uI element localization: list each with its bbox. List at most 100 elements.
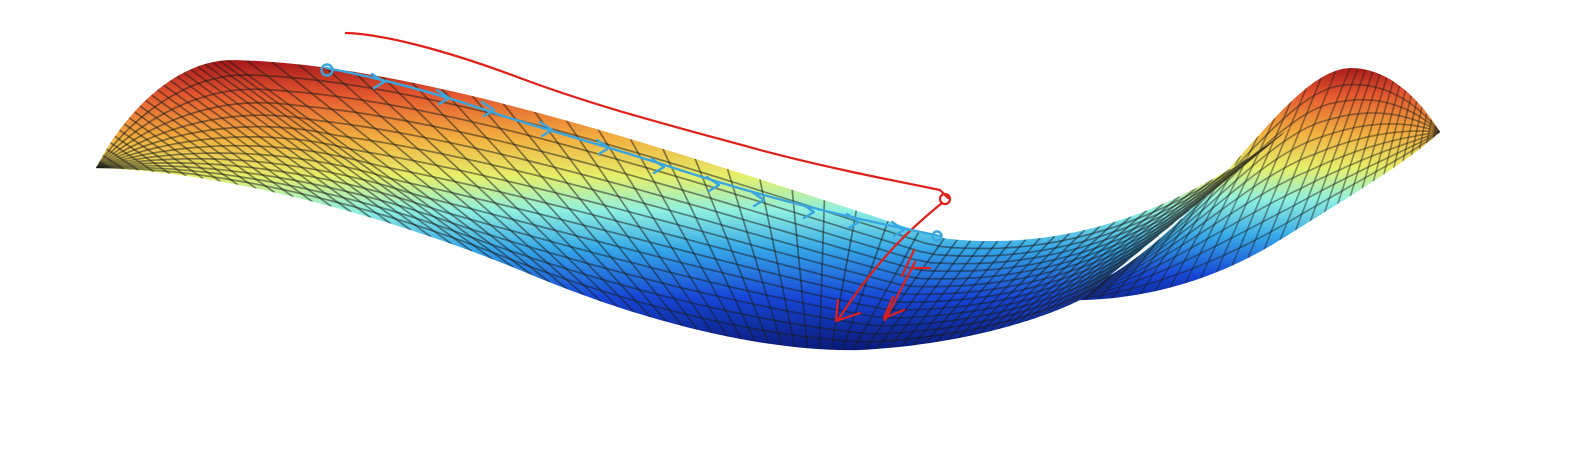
mesh-line-cross — [533, 111, 699, 331]
mesh-line-cross — [204, 63, 453, 245]
mesh-line-cross — [190, 68, 412, 231]
mesh-line-cross — [139, 105, 257, 190]
mesh-line-longitudinal — [1060, 131, 1440, 301]
blue-chevron-icon — [435, 88, 451, 106]
mesh-line-cross — [353, 71, 602, 303]
mesh-line-cross — [1393, 95, 1412, 168]
mesh-line-cross — [1033, 195, 1180, 320]
mesh-line-cross — [118, 129, 187, 177]
mesh-line-cross — [163, 84, 333, 208]
mesh-line-cross — [245, 60, 533, 276]
mesh-line-cross — [123, 123, 204, 180]
red-tick-mark-2 — [900, 248, 916, 278]
mesh-line-cross — [565, 120, 714, 334]
mesh-line-cross — [110, 142, 155, 173]
mesh-line-cross — [471, 95, 668, 323]
mesh-line-cross — [1361, 81, 1394, 189]
mesh-line-cross — [1309, 69, 1367, 222]
mesh-line-cross — [1402, 101, 1418, 162]
mesh-line-longitudinal — [1060, 130, 1440, 301]
mesh-line-longitudinal — [1060, 131, 1440, 301]
mesh-line-cross — [968, 232, 1071, 337]
mesh-line-cross — [169, 79, 352, 213]
mesh-line-cross — [1410, 106, 1423, 156]
mesh-line-cross — [988, 225, 1101, 333]
mesh-line-cross — [1016, 209, 1148, 325]
blue-chevron-markers — [370, 72, 906, 238]
blue-chevron-icon — [370, 72, 386, 90]
blue-start-circle — [320, 63, 334, 77]
surface-main-sheet — [96, 60, 1300, 351]
mesh-line-cross — [912, 240, 999, 346]
mesh-line-cross — [1215, 101, 1292, 273]
mesh-line-cross — [211, 61, 473, 253]
mesh-line-cross — [661, 148, 757, 342]
mesh-line-cross — [1154, 175, 1223, 292]
blue-chevron-icon — [538, 120, 554, 138]
mesh-line-cross — [924, 239, 1013, 345]
mesh-line-cross — [151, 94, 294, 198]
mesh-line-cross — [1231, 87, 1308, 266]
red-start-circle — [938, 192, 952, 206]
mesh-line-longitudinal — [1060, 123, 1440, 301]
mesh-line-cross — [1294, 68, 1359, 231]
mesh-line-cross — [1199, 117, 1276, 279]
red-descent-line — [836, 201, 944, 322]
mesh-line-cross — [1007, 215, 1132, 328]
mesh-line-longitudinal — [1060, 131, 1440, 301]
blue-chevron-icon — [705, 175, 721, 193]
mesh-line-cross — [1337, 73, 1381, 205]
mesh-line-cross — [1025, 203, 1164, 322]
blue-chevron-icon — [800, 202, 816, 220]
mesh-line-cross — [1323, 71, 1374, 213]
blue-chevron-icon — [595, 138, 611, 156]
blue-chevron-icon — [650, 157, 666, 175]
mesh-line-cross — [1084, 273, 1114, 301]
mesh-line-cross — [1062, 157, 1248, 309]
mesh-line-cross — [947, 237, 1041, 341]
mesh-line-cross — [726, 168, 783, 346]
mesh-line-cross — [1372, 85, 1401, 182]
mesh-line-cross — [145, 99, 276, 194]
mesh-line-cross — [1048, 178, 1214, 314]
mesh-line-cross — [900, 240, 985, 348]
mesh-line-cross — [1068, 145, 1265, 306]
mesh-line-cross — [502, 103, 683, 327]
mesh-line-cross — [1418, 112, 1428, 150]
mesh-line-cross — [1125, 217, 1183, 297]
red-annotation-path — [344, 31, 952, 323]
mesh-line-cross — [1349, 77, 1388, 197]
mesh-line-cross — [998, 220, 1116, 330]
mesh-line-cross — [98, 161, 111, 170]
mesh-line-cross — [1263, 70, 1337, 250]
mesh-line-cross — [271, 61, 551, 283]
mesh-line-cross — [1432, 125, 1437, 138]
mesh-line-cross — [183, 72, 392, 225]
blue-annotation-path — [320, 63, 943, 242]
mesh-line-cross — [219, 60, 494, 260]
mesh-line-longitudinal — [1060, 112, 1440, 301]
blue-chevron-icon — [750, 190, 766, 208]
mesh-line-cross — [694, 158, 770, 345]
red-short-arrow — [883, 260, 917, 322]
mesh-line-cross — [325, 66, 585, 297]
mesh-line-cross — [411, 81, 636, 313]
mesh-line-cross — [1247, 77, 1323, 259]
mesh-line-cross — [176, 75, 372, 219]
mesh-line-cross — [876, 239, 958, 350]
mesh-line-cross — [1040, 187, 1197, 317]
mesh-line-cross — [1139, 196, 1204, 295]
mesh-line-longitudinal — [1060, 131, 1440, 301]
blue-chevron-icon — [845, 212, 861, 230]
mesh-line-cross — [1111, 237, 1161, 299]
red-short-arrow-head — [882, 295, 906, 320]
mesh-line-cross — [297, 63, 568, 290]
mesh-line-cross — [759, 179, 796, 348]
mesh-line-cross — [134, 111, 239, 186]
mesh-line-cross — [888, 240, 972, 349]
blue-end-circle — [931, 230, 943, 242]
mesh-line-cross — [791, 189, 809, 349]
mesh-line-cross — [1383, 90, 1407, 175]
mesh-line-cross — [441, 88, 652, 318]
